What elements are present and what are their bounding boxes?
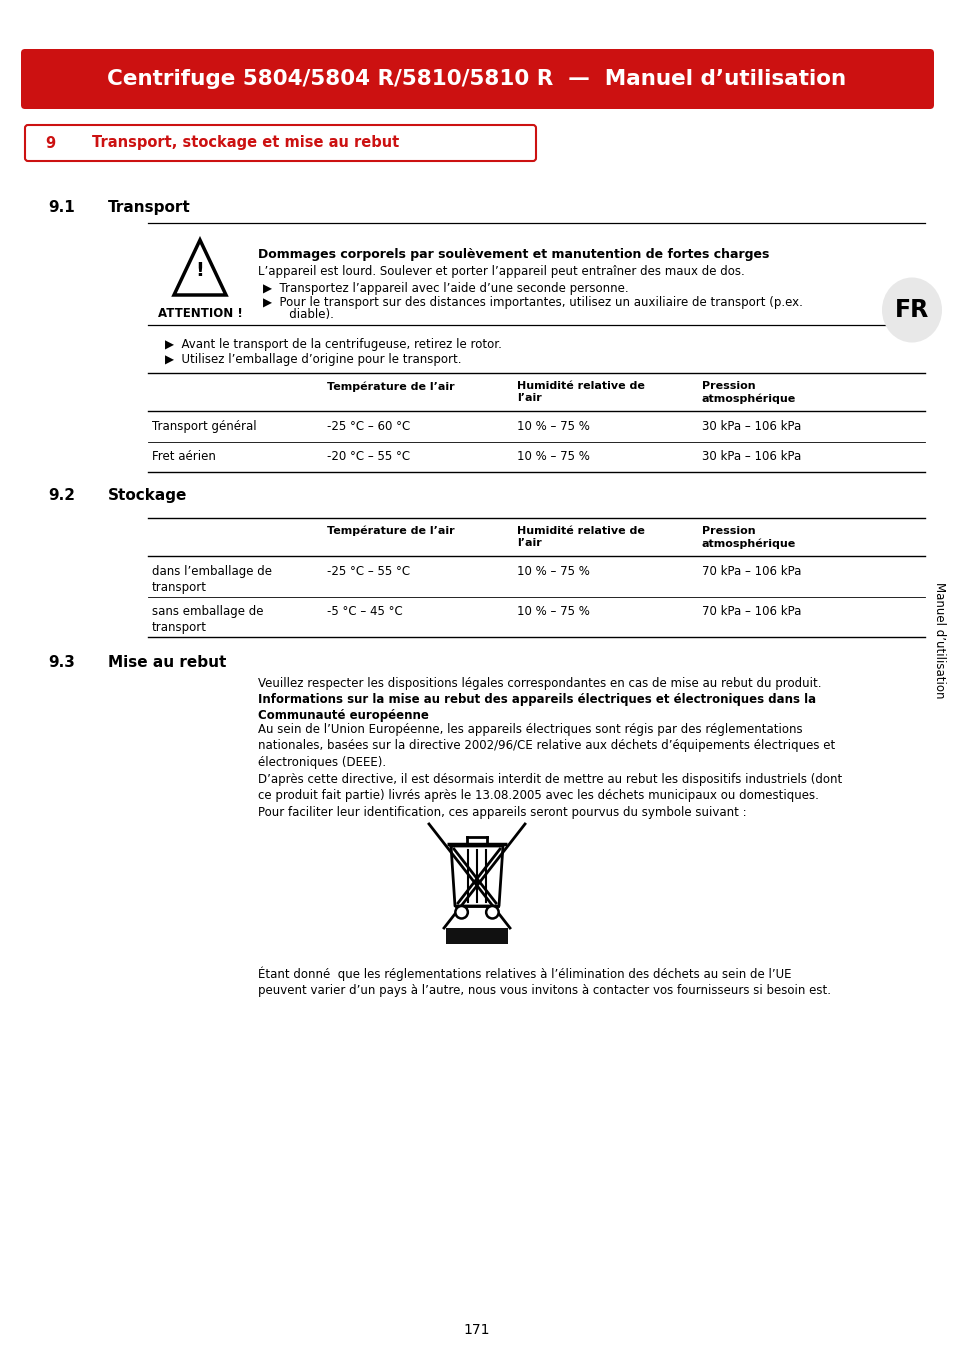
Text: Humidité relative de
l’air: Humidité relative de l’air [517, 381, 644, 404]
Text: Transport, stockage et mise au rebut: Transport, stockage et mise au rebut [91, 135, 399, 150]
Text: 10 % – 75 %: 10 % – 75 % [517, 566, 589, 578]
FancyBboxPatch shape [25, 126, 536, 161]
Text: -20 °C – 55 °C: -20 °C – 55 °C [327, 450, 410, 463]
Text: D’après cette directive, il est désormais interdit de mettre au rebut les dispos: D’après cette directive, il est désormai… [257, 774, 841, 819]
Text: Pression
atmosphérique: Pression atmosphérique [701, 526, 796, 548]
Text: Étant donné  que les réglementations relatives à l’élimination des déchets au se: Étant donné que les réglementations rela… [257, 967, 830, 998]
Text: 9.3: 9.3 [48, 655, 74, 670]
Polygon shape [451, 846, 502, 906]
Text: ▶  Utilisez l’emballage d’origine pour le transport.: ▶ Utilisez l’emballage d’origine pour le… [165, 352, 461, 366]
Text: Veuillez respecter les dispositions légales correspondantes en cas de mise au re: Veuillez respecter les dispositions léga… [257, 676, 821, 690]
Text: Manuel d’utilisation: Manuel d’utilisation [933, 582, 945, 698]
Text: sans emballage de
transport: sans emballage de transport [152, 605, 263, 634]
Text: 10 % – 75 %: 10 % – 75 % [517, 605, 589, 618]
Circle shape [486, 906, 498, 918]
Text: Stockage: Stockage [108, 487, 187, 504]
Text: -5 °C – 45 °C: -5 °C – 45 °C [327, 605, 402, 618]
Text: Mise au rebut: Mise au rebut [108, 655, 226, 670]
Bar [445, 929, 508, 945]
Text: -25 °C – 60 °C: -25 °C – 60 °C [327, 420, 410, 433]
Text: Informations sur la mise au rebut des appareils électriques et électroniques dan: Informations sur la mise au rebut des ap… [257, 693, 815, 722]
Text: Température de l’air: Température de l’air [327, 381, 455, 392]
Text: 30 kPa – 106 kPa: 30 kPa – 106 kPa [701, 420, 801, 433]
FancyBboxPatch shape [21, 49, 933, 109]
Text: Transport: Transport [108, 200, 191, 215]
Text: Température de l’air: Température de l’air [327, 526, 455, 536]
Text: 9.2: 9.2 [48, 487, 75, 504]
Text: 70 kPa – 106 kPa: 70 kPa – 106 kPa [701, 605, 801, 618]
Text: 9.1: 9.1 [48, 200, 74, 215]
Text: Centrifuge 5804/5804 R/5810/5810 R  —  Manuel d’utilisation: Centrifuge 5804/5804 R/5810/5810 R — Man… [108, 69, 845, 89]
Text: Dommages corporels par soulèvement et manutention de fortes charges: Dommages corporels par soulèvement et ma… [257, 248, 768, 261]
Circle shape [455, 906, 467, 918]
Text: ▶  Transportez l’appareil avec l’aide d’une seconde personne.: ▶ Transportez l’appareil avec l’aide d’u… [263, 282, 628, 296]
Text: !: ! [195, 261, 204, 279]
Text: dans l’emballage de
transport: dans l’emballage de transport [152, 566, 272, 594]
Text: Humidité relative de
l’air: Humidité relative de l’air [517, 526, 644, 548]
Text: FR: FR [894, 298, 928, 323]
Text: 30 kPa – 106 kPa: 30 kPa – 106 kPa [701, 450, 801, 463]
Text: 10 % – 75 %: 10 % – 75 % [517, 450, 589, 463]
Text: -25 °C – 55 °C: -25 °C – 55 °C [327, 566, 410, 578]
Text: ▶  Avant le transport de la centrifugeuse, retirez le rotor.: ▶ Avant le transport de la centrifugeuse… [165, 338, 501, 351]
Text: Pression
atmosphérique: Pression atmosphérique [701, 381, 796, 404]
Text: 171: 171 [463, 1323, 490, 1336]
Ellipse shape [882, 278, 941, 343]
Text: 70 kPa – 106 kPa: 70 kPa – 106 kPa [701, 566, 801, 578]
Text: L’appareil est lourd. Soulever et porter l’appareil peut entraîner des maux de d: L’appareil est lourd. Soulever et porter… [257, 265, 744, 278]
Polygon shape [173, 240, 226, 296]
Text: ATTENTION !: ATTENTION ! [157, 306, 242, 320]
Text: Au sein de l’Union Européenne, les appareils électriques sont régis par des régl: Au sein de l’Union Européenne, les appar… [257, 724, 835, 769]
Text: 10 % – 75 %: 10 % – 75 % [517, 420, 589, 433]
Text: Transport général: Transport général [152, 420, 256, 433]
Text: Fret aérien: Fret aérien [152, 450, 215, 463]
Text: 9: 9 [45, 135, 55, 150]
Text: diable).: diable). [277, 308, 334, 321]
Text: ▶  Pour le transport sur des distances importantes, utilisez un auxiliaire de tr: ▶ Pour le transport sur des distances im… [263, 296, 802, 309]
